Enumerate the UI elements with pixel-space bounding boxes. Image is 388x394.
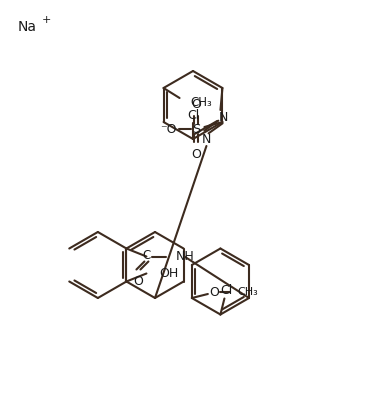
Text: C: C	[142, 249, 151, 262]
Text: ⁻O: ⁻O	[160, 123, 177, 136]
Text: CH₃: CH₃	[191, 95, 212, 108]
Text: N: N	[202, 132, 211, 145]
Text: CH₃: CH₃	[238, 287, 258, 297]
Text: O: O	[209, 286, 219, 299]
Text: O: O	[133, 275, 143, 288]
Text: +: +	[42, 15, 51, 25]
Text: Cl: Cl	[220, 284, 232, 297]
Text: OH: OH	[159, 267, 178, 280]
Text: O: O	[192, 97, 201, 110]
Text: Cl: Cl	[187, 108, 199, 121]
Text: O: O	[192, 147, 201, 160]
Text: NH: NH	[175, 250, 194, 263]
Text: Na: Na	[18, 20, 37, 34]
Text: S: S	[192, 123, 201, 136]
Text: N: N	[219, 110, 228, 123]
